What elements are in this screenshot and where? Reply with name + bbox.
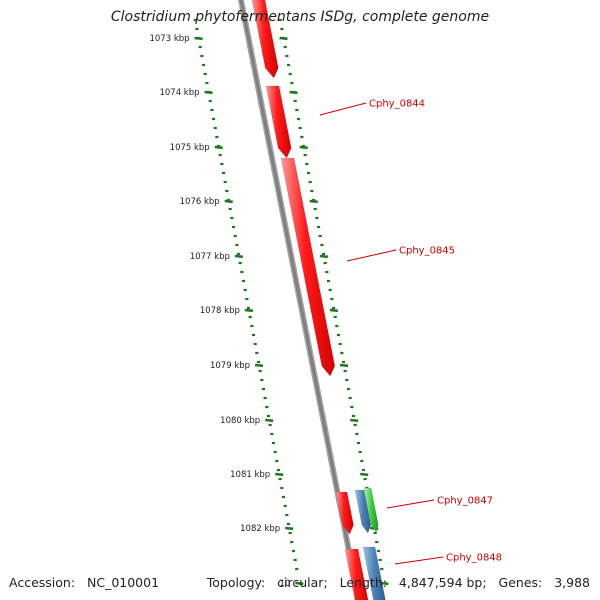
ruler: 1073 kbp 1074 kbp 1075 kbp 1076 kbp 1077 kbp… — [149, 18, 389, 589]
gene-cphy_0845[interactable] — [280, 157, 336, 377]
gene-label[interactable]: Cphy_0848 — [446, 553, 502, 564]
label-leader-line — [394, 556, 444, 565]
ruler-major-tick — [214, 145, 223, 150]
gene-feature-8[interactable] — [362, 546, 386, 600]
gene-cphy_0844[interactable] — [265, 85, 292, 159]
gene-label[interactable]: Cphy_0847 — [437, 496, 493, 507]
ruler-label: 1076 kbp — [180, 197, 220, 207]
topology-value: circular; — [277, 575, 328, 590]
gene-label[interactable]: Cphy_0844 — [369, 99, 425, 110]
ruler-major-tick — [295, 581, 304, 586]
genes-label: Genes: — [498, 575, 543, 590]
accession-value: NC_010001 — [87, 575, 160, 590]
ruler-label: 1075 kbp — [170, 143, 210, 153]
ruler-major-tick — [329, 308, 339, 313]
ruler-major-tick — [275, 472, 284, 477]
gene-feature-4[interactable] — [335, 491, 354, 535]
ruler-major-tick — [265, 418, 274, 423]
label-leader-line — [386, 499, 435, 509]
label-leader-line — [319, 102, 367, 116]
ruler-major-tick — [360, 472, 369, 477]
ruler-major-tick — [254, 363, 264, 368]
gene-label[interactable]: Cphy_0845 — [399, 246, 455, 257]
ruler-major-tick — [279, 36, 288, 41]
ruler-label: 1079 kbp — [210, 361, 250, 371]
length-label: Length: — [339, 575, 387, 590]
ruler-label: 1078 kbp — [200, 306, 240, 316]
gene-track[interactable] — [251, 0, 386, 600]
ruler-major-tick — [339, 363, 349, 368]
ruler-major-tick — [234, 254, 244, 259]
ruler-label: 1077 kbp — [190, 252, 230, 262]
label-leader-line — [346, 249, 397, 262]
accession-label: Accession: — [9, 575, 76, 590]
ruler-label: 1081 kbp — [230, 470, 270, 480]
ruler-major-tick — [299, 145, 308, 150]
ruler-major-tick — [289, 90, 298, 95]
gene-feature-5[interactable] — [354, 489, 372, 534]
gene-cphy_0847[interactable] — [363, 487, 379, 533]
ruler-major-tick — [194, 36, 203, 41]
ruler-label: 10 — [280, 579, 291, 589]
length-value: 4,847,594 bp; — [398, 575, 487, 590]
ruler-major-tick — [285, 526, 294, 531]
ruler-major-tick — [309, 199, 318, 204]
genes-value: 3,988 — [554, 575, 590, 590]
ruler-label: 1073 kbp — [149, 34, 189, 44]
ruler-major-tick — [319, 254, 329, 259]
gene-labels: Cphy_0844 Cphy_0845 Cphy_0847 Cphy_0848 — [319, 99, 502, 565]
ruler-label: 1074 kbp — [159, 88, 199, 98]
ruler-major-tick — [244, 308, 254, 313]
accession-info: Accession: NC_010001 — [9, 575, 159, 590]
gene-feature-1[interactable] — [251, 0, 279, 79]
ruler-major-tick — [224, 199, 233, 204]
ruler-major-tick — [204, 90, 213, 95]
topology-label: Topology: — [206, 575, 266, 590]
ruler-label: 1080 kbp — [220, 416, 260, 426]
genome-stats: Topology: circular; Length: 4,847,594 bp… — [207, 575, 590, 590]
genome-title: Clostridium phytofermentans ISDg, comple… — [110, 9, 490, 25]
ruler-major-tick — [350, 418, 359, 423]
ruler-label: 1082 kbp — [240, 524, 280, 534]
gene-cphy_0848[interactable] — [344, 548, 369, 600]
